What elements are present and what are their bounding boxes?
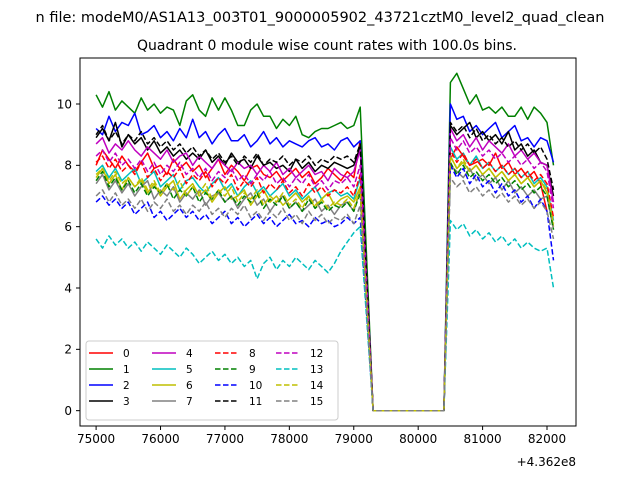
- x-tick-label: 79000: [335, 432, 373, 446]
- series-line-8: [95, 149, 555, 412]
- legend-label-6: 6: [186, 380, 193, 392]
- x-tick-label: 78000: [270, 432, 308, 446]
- series-line-9: [95, 161, 555, 412]
- legend-label-15: 15: [310, 396, 323, 408]
- series-line-4: [95, 127, 555, 412]
- series-line-15: [95, 176, 555, 412]
- legend-label-12: 12: [310, 348, 323, 360]
- legend-label-5: 5: [186, 364, 193, 376]
- legend-label-8: 8: [249, 348, 256, 360]
- series-line-2: [95, 103, 555, 412]
- x-tick-label: 77000: [206, 432, 244, 446]
- y-tick-label: 4: [64, 281, 72, 295]
- chart-title: Quadrant 0 module wise count rates with …: [137, 38, 517, 54]
- series-line-14: [95, 155, 555, 412]
- x-tick-label: 81000: [464, 432, 502, 446]
- legend-label-3: 3: [123, 396, 130, 408]
- legend-label-14: 14: [310, 380, 324, 392]
- legend-label-10: 10: [249, 380, 262, 392]
- x-axis: 75000 76000 77000 78000 79000 80000 81000 82000: [77, 426, 566, 446]
- legend-label-1: 1: [123, 364, 130, 376]
- legend-label-13: 13: [310, 364, 323, 376]
- y-tick-label: 10: [57, 97, 72, 111]
- legend-label-2: 2: [123, 380, 130, 392]
- y-tick-label: 2: [64, 343, 72, 357]
- x-tick-label: 80000: [399, 432, 437, 446]
- series-line-12: [95, 136, 555, 412]
- x-axis-offset-label: +4.362e8: [517, 455, 576, 469]
- series-line-13: [95, 219, 555, 412]
- y-tick-label: 6: [64, 220, 72, 234]
- legend-label-9: 9: [249, 364, 256, 376]
- legend-frame: [85, 340, 339, 421]
- series-layer: [95, 72, 555, 412]
- y-tick-label: 0: [64, 404, 72, 418]
- series-line-11: [95, 121, 555, 412]
- legend-label-0: 0: [123, 348, 130, 360]
- series-line-0: [95, 140, 548, 412]
- y-axis: 0 2 4 6 8 10: [57, 97, 80, 418]
- x-tick-label: 82000: [528, 432, 566, 446]
- series-line-1: [95, 72, 555, 412]
- series-line-10: [95, 164, 555, 412]
- legend-label-7: 7: [186, 396, 193, 408]
- x-tick-label: 76000: [141, 432, 179, 446]
- figure-suptitle: n file: modeM0/AS1A13_003T01_9000005902_…: [36, 10, 605, 26]
- series-line-3: [95, 121, 555, 412]
- x-tick-label: 75000: [77, 432, 115, 446]
- legend-label-11: 11: [249, 396, 262, 408]
- y-tick-label: 8: [64, 159, 72, 173]
- plot-frame: [79, 57, 577, 427]
- legend-label-4: 4: [186, 348, 193, 360]
